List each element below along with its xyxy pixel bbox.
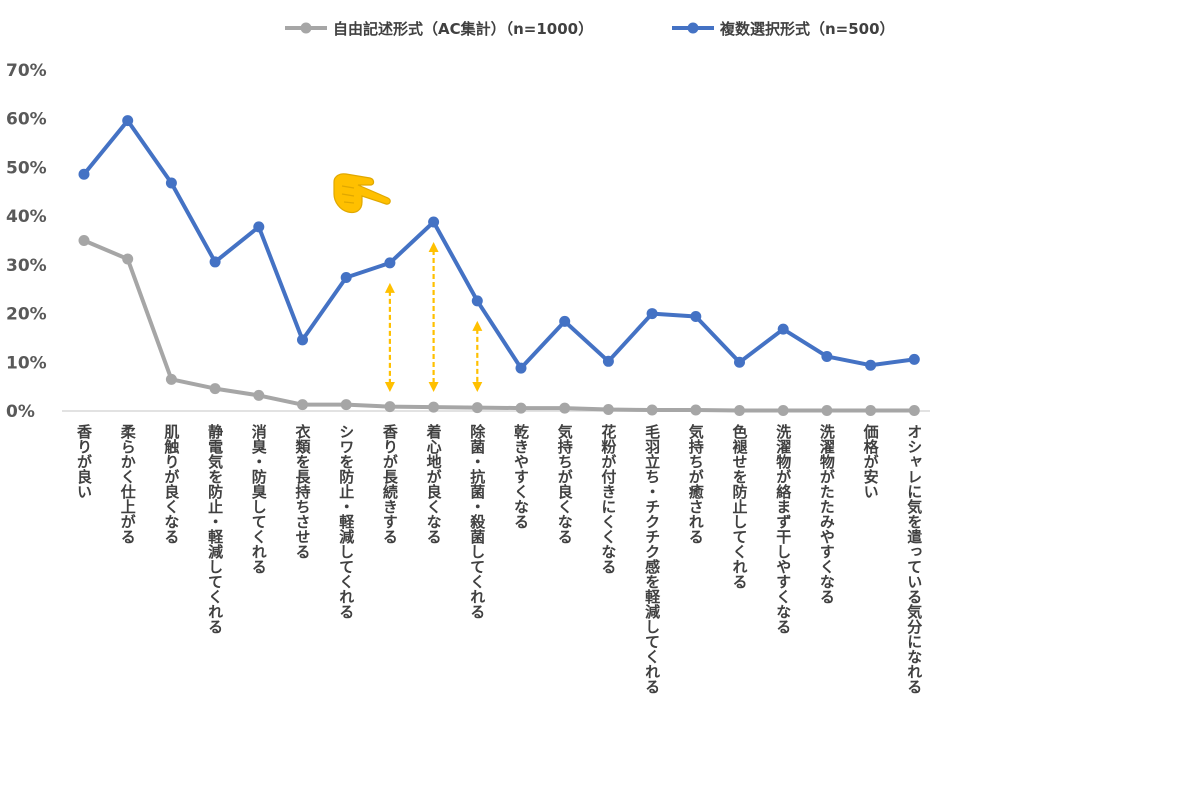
legend-label: 複数選択形式（n=500） <box>719 20 895 38</box>
x-category-label: 価格が安い <box>862 423 880 499</box>
data-point <box>384 401 396 413</box>
data-point <box>559 315 571 327</box>
y-tick-label: 50% <box>6 158 47 178</box>
y-tick-label: 0% <box>6 402 35 422</box>
gap-arrow <box>428 241 439 392</box>
legend: 自由記述形式（AC集計）（n=1000） 複数選択形式（n=500） <box>285 20 895 38</box>
series-line <box>82 238 917 413</box>
hand-finger-lines <box>341 185 355 204</box>
data-point <box>734 356 745 368</box>
series-layer <box>78 115 920 417</box>
data-point <box>646 404 658 416</box>
x-category-label: シワを防止・軽減してくれる <box>337 424 355 619</box>
data-point <box>297 399 308 411</box>
gap-arrow-head-down <box>384 382 395 392</box>
legend-point-marker <box>687 22 699 34</box>
y-tick-label: 70% <box>6 61 47 81</box>
series-line <box>82 118 917 371</box>
data-point <box>428 216 440 228</box>
data-point <box>471 295 483 307</box>
data-point <box>253 221 265 233</box>
x-category-label: 毛羽立ち・チクチク感を軽減してくれる <box>643 423 661 694</box>
data-point <box>471 402 483 414</box>
data-point <box>602 404 614 416</box>
series-1 <box>78 235 920 417</box>
data-point <box>690 310 702 322</box>
legend-entry: 複数選択形式（n=500） <box>672 20 895 38</box>
data-point <box>777 323 789 335</box>
data-point <box>340 272 352 284</box>
data-point <box>78 168 90 180</box>
y-tick-label: 60% <box>6 110 47 130</box>
data-point <box>165 177 177 189</box>
data-point <box>777 405 789 417</box>
data-point <box>821 350 833 362</box>
hand-shape <box>333 173 391 214</box>
data-point <box>428 401 440 413</box>
x-category-label: 気持ちが癒される <box>687 423 705 544</box>
x-category-label: 肌触りが良くなる <box>162 424 180 544</box>
x-category-label: 柔らかく仕上がる <box>119 424 137 544</box>
y-tick-label: 40% <box>6 207 47 227</box>
y-tick-label: 20% <box>6 305 47 325</box>
data-point <box>690 404 702 416</box>
gap-arrow <box>384 282 395 392</box>
data-point <box>340 399 352 411</box>
x-category-label: 気持ちが良くなる <box>556 423 574 544</box>
x-category-label: 色褪せを防止してくれる <box>731 423 749 589</box>
data-point <box>297 334 308 346</box>
data-point <box>908 353 920 365</box>
gap-arrow <box>472 320 483 392</box>
x-category-label: 洗濯物が絡まず干しやすくなる <box>774 423 792 634</box>
data-point <box>602 355 614 367</box>
data-point <box>734 405 745 417</box>
gap-arrow-head-up <box>428 241 439 252</box>
x-category-label: 花粉が付きにくくなる <box>599 423 617 574</box>
pointing-hand-icon <box>333 173 391 214</box>
data-point <box>515 402 527 414</box>
x-category-label: 洗濯物がたたみやすくなる <box>818 423 836 604</box>
legend-point-marker <box>300 22 312 34</box>
x-category-label: オシャレに気を遣っている気分になれる <box>905 424 923 694</box>
annotation-layer <box>333 173 483 392</box>
y-tick-label: 30% <box>6 256 47 276</box>
y-tick-label: 10% <box>6 353 47 373</box>
data-point <box>821 405 833 417</box>
data-point <box>122 115 134 127</box>
data-point <box>908 405 920 417</box>
gap-arrow-head-down <box>428 382 439 392</box>
data-point <box>559 402 571 414</box>
data-point <box>646 308 658 320</box>
x-axis: 香りが良い 柔らかく仕上がる 肌触りが良くなる 静電気を防止・軽減してくれる 消臭・防臭… <box>62 410 930 694</box>
legend-label: 自由記述形式（AC集計）（n=1000） <box>333 20 593 38</box>
x-category-label: 静電気を防止・軽減してくれる <box>206 423 224 634</box>
series-2 <box>78 115 920 374</box>
gap-arrow-head-up <box>472 320 483 331</box>
x-category-label: 衣類を長持ちさせる <box>294 423 312 559</box>
data-point <box>209 383 221 395</box>
data-point <box>865 405 877 417</box>
x-category-label: 乾きやすくなる <box>512 423 530 529</box>
x-category-label: 香りが長続きする <box>381 423 399 544</box>
x-category-label: 香りが良い <box>75 423 93 499</box>
legend-entry: 自由記述形式（AC集計）（n=1000） <box>285 20 593 38</box>
data-point <box>515 362 527 374</box>
data-point <box>209 256 221 268</box>
data-point <box>122 253 134 265</box>
data-point <box>865 359 877 371</box>
gap-arrow-head-up <box>384 282 395 293</box>
data-point <box>165 373 177 385</box>
data-point <box>78 235 90 246</box>
x-category-label: 除菌・抗菌・殺菌してくれる <box>468 423 486 619</box>
data-point <box>384 257 396 269</box>
x-category-label: 着心地が良くなる <box>425 423 443 544</box>
data-point <box>253 389 265 401</box>
gap-arrow-head-down <box>472 382 483 392</box>
x-category-label: 消臭・防臭してくれる <box>250 423 268 574</box>
y-axis: 0% 10% 20% 30% 40% 50% 60% 70% <box>6 61 47 422</box>
